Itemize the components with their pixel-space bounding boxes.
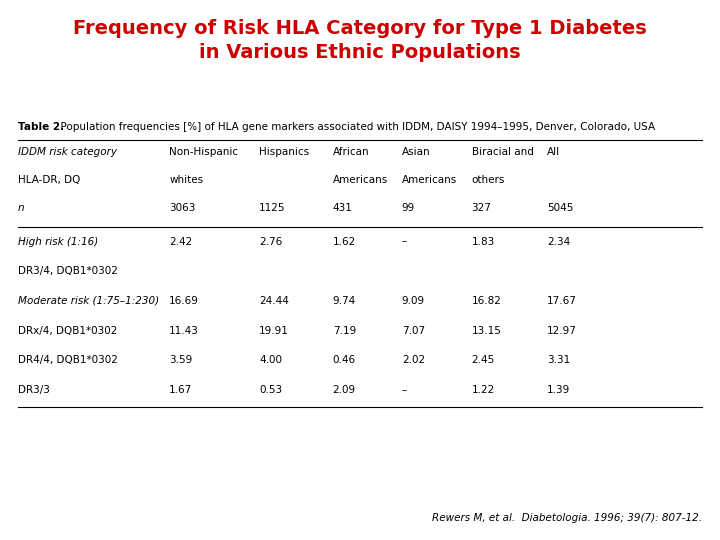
Text: –: – (402, 237, 407, 247)
Text: 11.43: 11.43 (169, 326, 199, 336)
Text: 1.62: 1.62 (333, 237, 356, 247)
Text: 3063: 3063 (169, 203, 196, 213)
Text: 1.67: 1.67 (169, 385, 192, 395)
Text: IDDM risk category: IDDM risk category (18, 147, 117, 157)
Text: Table 2.: Table 2. (18, 122, 64, 132)
Text: 16.82: 16.82 (472, 296, 501, 306)
Text: Population frequencies [%] of HLA gene markers associated with IDDM, DAISY 1994–: Population frequencies [%] of HLA gene m… (54, 122, 655, 132)
Text: 2.76: 2.76 (259, 237, 282, 247)
Text: Rewers M, et al.  Diabetologia. 1996; 39(7): 807-12.: Rewers M, et al. Diabetologia. 1996; 39(… (432, 512, 702, 523)
Text: 19.91: 19.91 (259, 326, 289, 336)
Text: 99: 99 (402, 203, 415, 213)
Text: HLA-DR, DQ: HLA-DR, DQ (18, 175, 81, 185)
Text: DR4/4, DQB1*0302: DR4/4, DQB1*0302 (18, 355, 118, 366)
Text: High risk (1:16): High risk (1:16) (18, 237, 98, 247)
Text: 16.69: 16.69 (169, 296, 199, 306)
Text: 0.53: 0.53 (259, 385, 282, 395)
Text: 12.97: 12.97 (547, 326, 577, 336)
Text: 2.02: 2.02 (402, 355, 425, 366)
Text: 2.42: 2.42 (169, 237, 192, 247)
Text: Americans: Americans (402, 175, 457, 185)
Text: DR3/3: DR3/3 (18, 385, 50, 395)
Text: 24.44: 24.44 (259, 296, 289, 306)
Text: others: others (472, 175, 505, 185)
Text: 3.59: 3.59 (169, 355, 192, 366)
Text: 17.67: 17.67 (547, 296, 577, 306)
Text: n: n (18, 203, 24, 213)
Text: 13.15: 13.15 (472, 326, 501, 336)
Text: DRx/4, DQB1*0302: DRx/4, DQB1*0302 (18, 326, 117, 336)
Text: Hispanics: Hispanics (259, 147, 310, 157)
Text: 2.09: 2.09 (333, 385, 356, 395)
Text: Non-Hispanic: Non-Hispanic (169, 147, 238, 157)
Text: 7.07: 7.07 (402, 326, 425, 336)
Text: 2.34: 2.34 (547, 237, 570, 247)
Text: 431: 431 (333, 203, 353, 213)
Text: 0.46: 0.46 (333, 355, 356, 366)
Text: 1.22: 1.22 (472, 385, 495, 395)
Text: DR3/4, DQB1*0302: DR3/4, DQB1*0302 (18, 266, 118, 276)
Text: 1.83: 1.83 (472, 237, 495, 247)
Text: African: African (333, 147, 369, 157)
Text: 2.45: 2.45 (472, 355, 495, 366)
Text: Asian: Asian (402, 147, 431, 157)
Text: Biracial and: Biracial and (472, 147, 534, 157)
Text: All: All (547, 147, 560, 157)
Text: 7.19: 7.19 (333, 326, 356, 336)
Text: 1.39: 1.39 (547, 385, 570, 395)
Text: Frequency of Risk HLA Category for Type 1 Diabetes
in Various Ethnic Populations: Frequency of Risk HLA Category for Type … (73, 19, 647, 62)
Text: Americans: Americans (333, 175, 388, 185)
Text: 327: 327 (472, 203, 492, 213)
Text: 3.31: 3.31 (547, 355, 570, 366)
Text: 4.00: 4.00 (259, 355, 282, 366)
Text: 9.09: 9.09 (402, 296, 425, 306)
Text: –: – (402, 385, 407, 395)
Text: 1125: 1125 (259, 203, 286, 213)
Text: 5045: 5045 (547, 203, 574, 213)
Text: Moderate risk (1:75–1:230): Moderate risk (1:75–1:230) (18, 296, 159, 306)
Text: 9.74: 9.74 (333, 296, 356, 306)
Text: whites: whites (169, 175, 203, 185)
